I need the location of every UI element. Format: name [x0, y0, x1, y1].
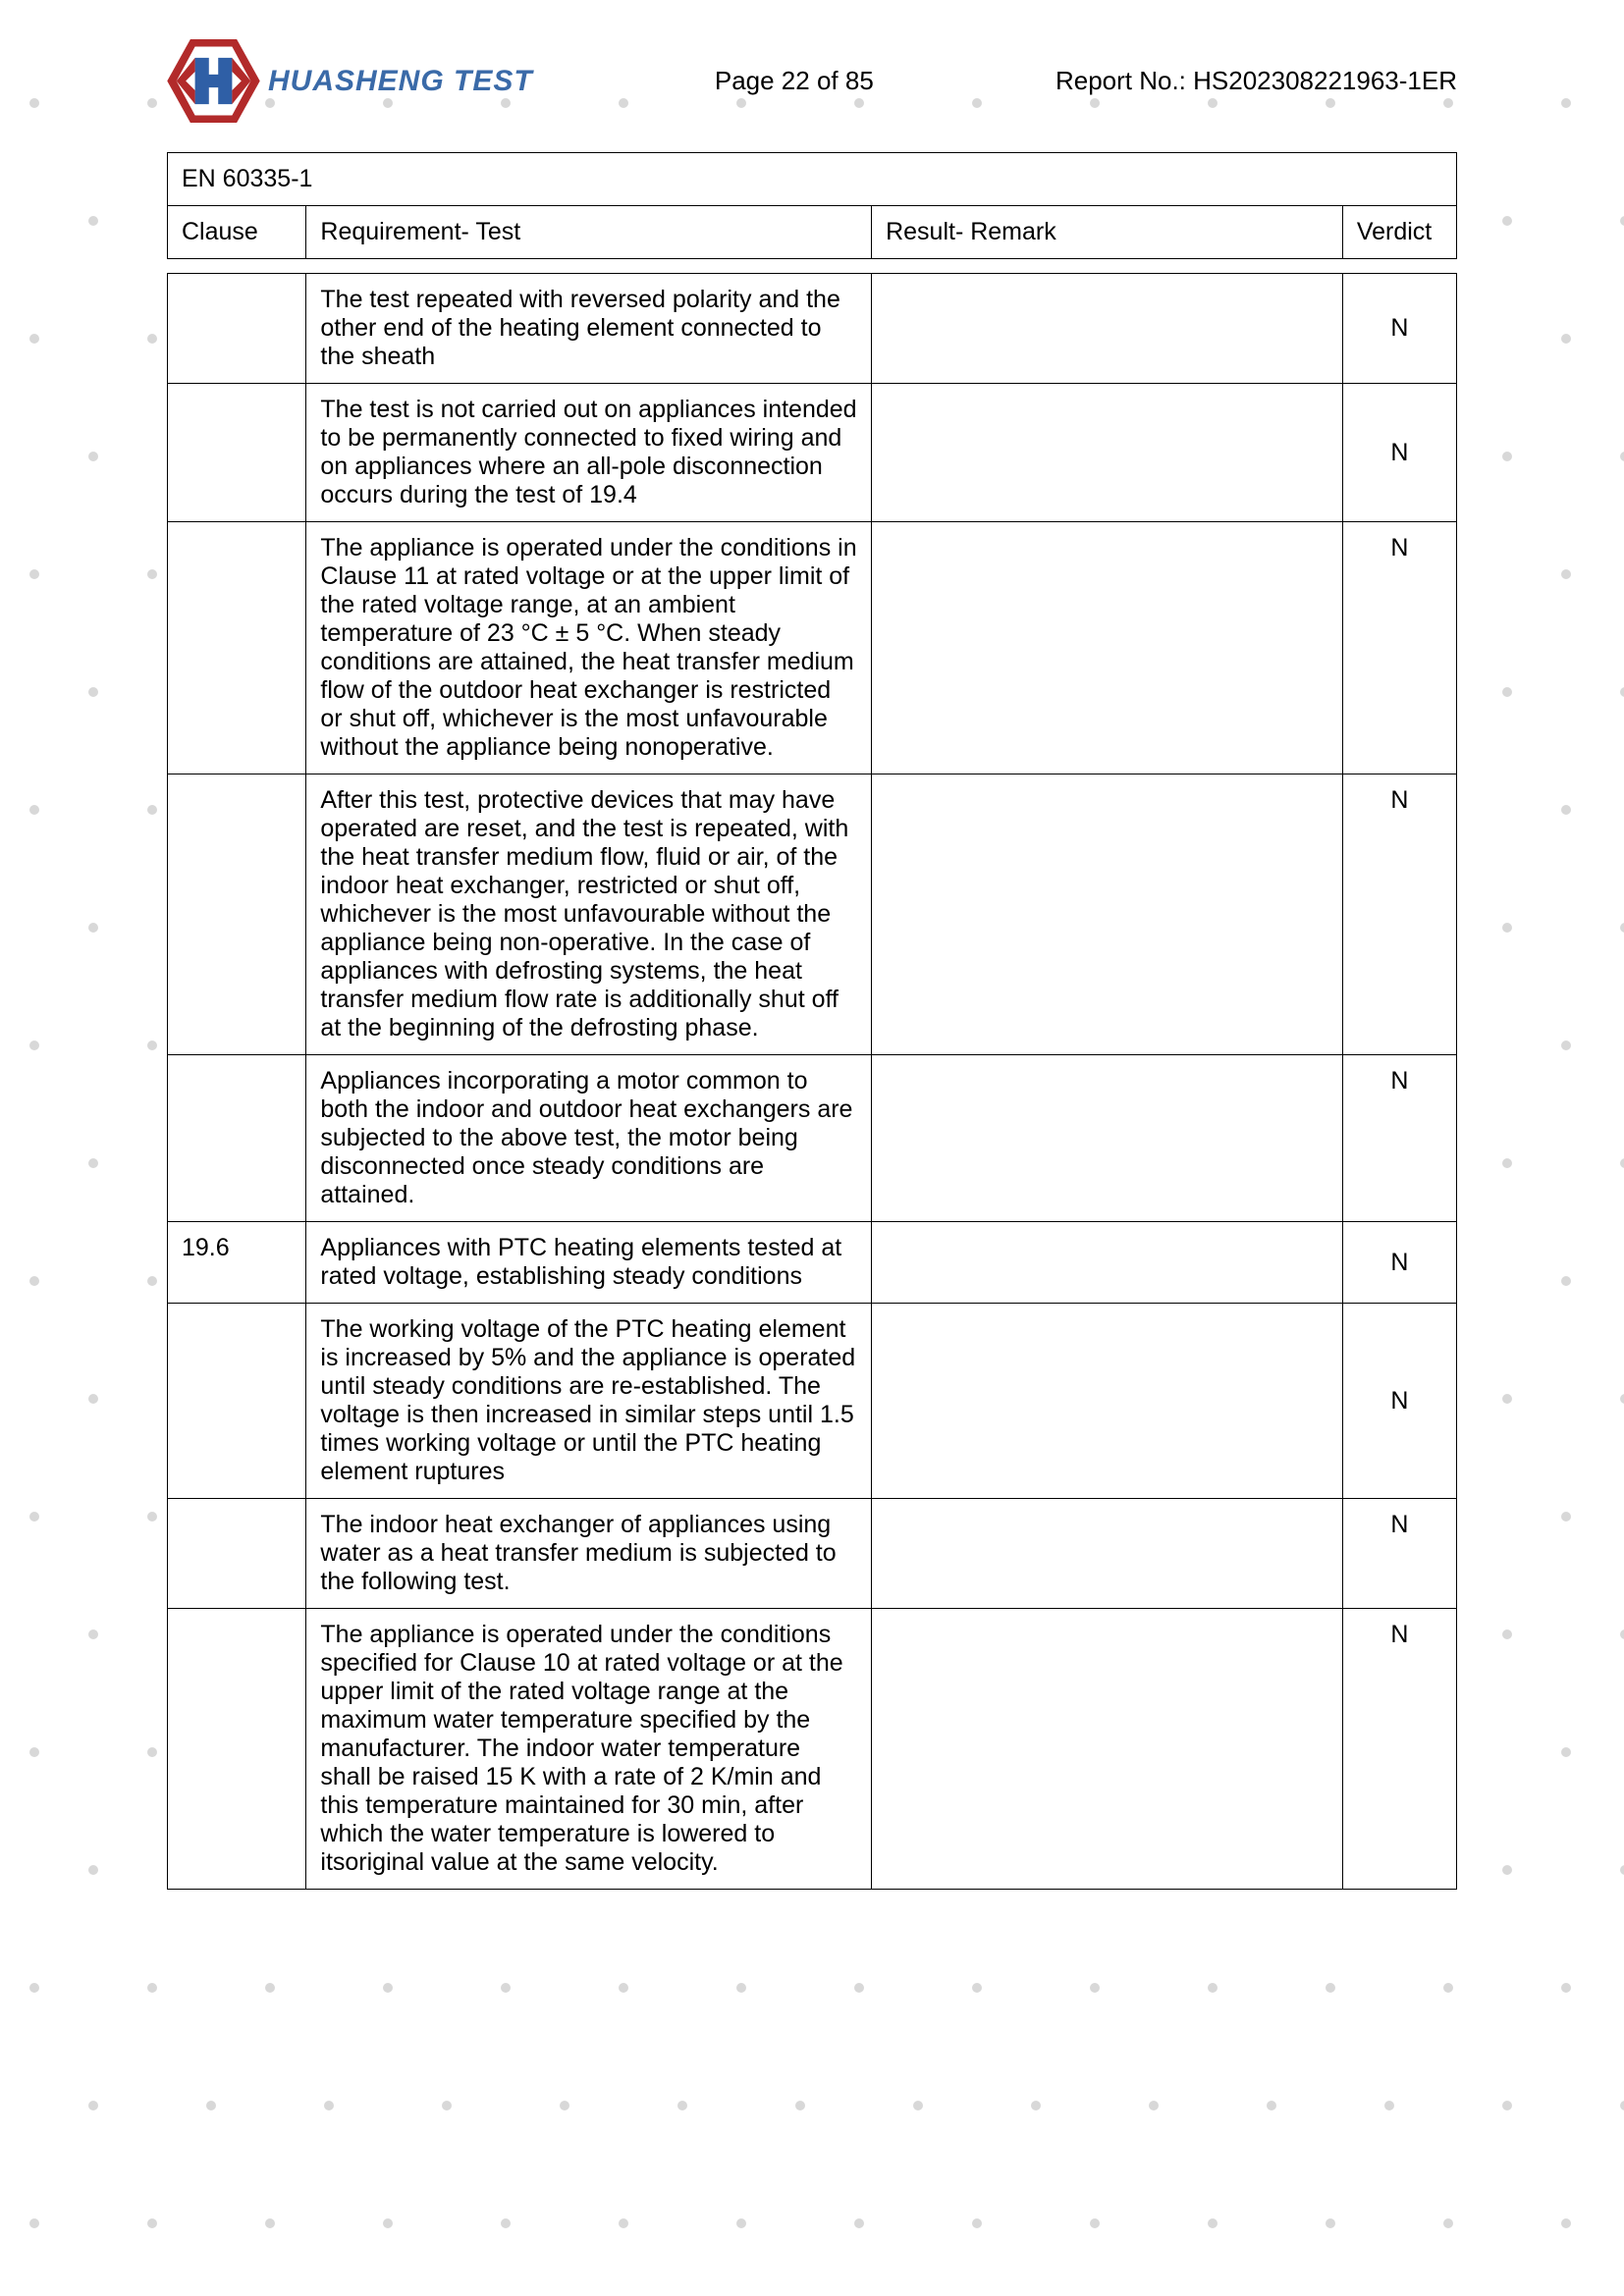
- result-cell: [872, 1499, 1343, 1609]
- verdict-cell: N: [1342, 274, 1456, 384]
- result-cell: [872, 1055, 1343, 1222]
- clause-cell: 19.6: [168, 1222, 306, 1304]
- table-row: After this test, protective devices that…: [168, 774, 1457, 1055]
- col-result-header: Result- Remark: [872, 206, 1343, 259]
- verdict-cell: N: [1342, 522, 1456, 774]
- table-row: The test repeated with reversed polarity…: [168, 274, 1457, 384]
- table-row: The appliance is operated under the cond…: [168, 522, 1457, 774]
- requirement-cell: The test is not carried out on appliance…: [306, 384, 872, 522]
- result-cell: [872, 384, 1343, 522]
- requirement-cell: The appliance is operated under the cond…: [306, 522, 872, 774]
- verdict-cell: N: [1342, 384, 1456, 522]
- result-cell: [872, 1609, 1343, 1890]
- clause-cell: [168, 522, 306, 774]
- report-number: Report No.: HS202308221963-1ER: [1056, 66, 1457, 96]
- verdict-cell: N: [1342, 1055, 1456, 1222]
- requirement-cell: Appliances with PTC heating elements tes…: [306, 1222, 872, 1304]
- verdict-cell: N: [1342, 1499, 1456, 1609]
- clause-cell: [168, 774, 306, 1055]
- table-row: Appliances incorporating a motor common …: [168, 1055, 1457, 1222]
- result-cell: [872, 1304, 1343, 1499]
- result-cell: [872, 522, 1343, 774]
- page-number: Page 22 of 85: [715, 66, 874, 96]
- page-header: HUASHENG TEST Page 22 of 85 Report No.: …: [167, 39, 1457, 123]
- result-cell: [872, 774, 1343, 1055]
- verdict-cell: N: [1342, 1304, 1456, 1499]
- table-row: The test is not carried out on appliance…: [168, 384, 1457, 522]
- table-row: The appliance is operated under the cond…: [168, 1609, 1457, 1890]
- requirement-cell: The test repeated with reversed polarity…: [306, 274, 872, 384]
- requirement-cell: Appliances incorporating a motor common …: [306, 1055, 872, 1222]
- table-row: 19.6Appliances with PTC heating elements…: [168, 1222, 1457, 1304]
- result-cell: [872, 274, 1343, 384]
- report-table: EN 60335-1 Clause Requirement- Test Resu…: [167, 152, 1457, 259]
- requirement-cell: The appliance is operated under the cond…: [306, 1609, 872, 1890]
- brand-text: HUASHENG TEST: [268, 65, 533, 98]
- requirement-cell: The working voltage of the PTC heating e…: [306, 1304, 872, 1499]
- data-table: The test repeated with reversed polarity…: [167, 273, 1457, 1890]
- clause-cell: [168, 274, 306, 384]
- table-row: The indoor heat exchanger of appliances …: [168, 1499, 1457, 1609]
- clause-cell: [168, 1304, 306, 1499]
- table-gap: [167, 259, 1457, 273]
- clause-cell: [168, 384, 306, 522]
- col-clause-header: Clause: [168, 206, 306, 259]
- column-header-row: Clause Requirement- Test Result- Remark …: [168, 206, 1457, 259]
- huasheng-logo-icon: [167, 39, 260, 123]
- clause-cell: [168, 1609, 306, 1890]
- col-verdict-header: Verdict: [1342, 206, 1456, 259]
- verdict-cell: N: [1342, 774, 1456, 1055]
- verdict-cell: N: [1342, 1609, 1456, 1890]
- result-cell: [872, 1222, 1343, 1304]
- col-req-header: Requirement- Test: [306, 206, 872, 259]
- standard-title: EN 60335-1: [168, 153, 1457, 206]
- clause-cell: [168, 1499, 306, 1609]
- standard-title-row: EN 60335-1: [168, 153, 1457, 206]
- table-row: The working voltage of the PTC heating e…: [168, 1304, 1457, 1499]
- page-container: HUASHENG TEST Page 22 of 85 Report No.: …: [0, 0, 1624, 1949]
- logo-block: HUASHENG TEST: [167, 39, 533, 123]
- clause-cell: [168, 1055, 306, 1222]
- requirement-cell: The indoor heat exchanger of appliances …: [306, 1499, 872, 1609]
- requirement-cell: After this test, protective devices that…: [306, 774, 872, 1055]
- verdict-cell: N: [1342, 1222, 1456, 1304]
